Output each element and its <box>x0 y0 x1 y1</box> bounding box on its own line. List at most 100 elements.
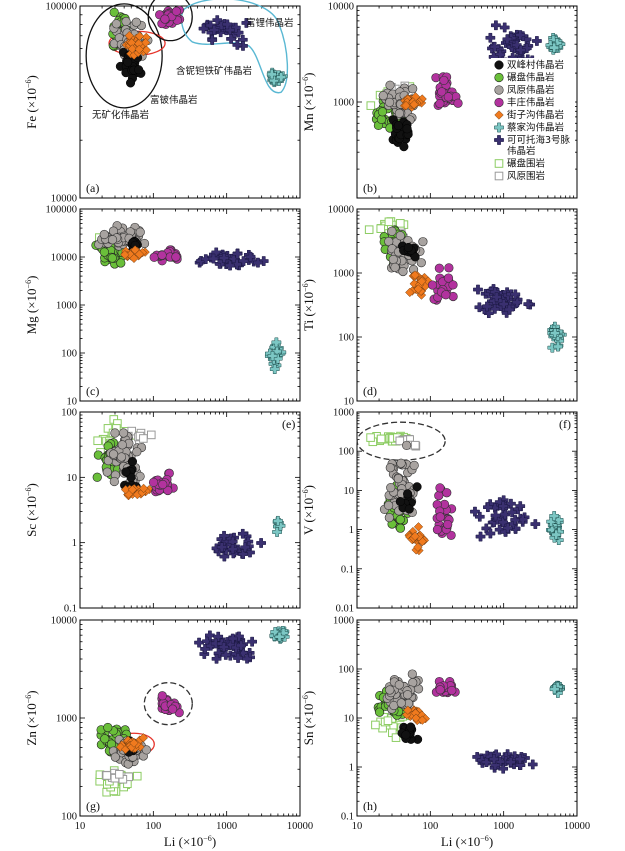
point-fengyuan_granite <box>139 434 148 443</box>
point-shuangfengcun <box>403 242 413 253</box>
legend-marker-shuangfengcun <box>494 60 504 70</box>
point-fengzhuang <box>157 250 167 260</box>
legend-label-jiezigou: 街子沟伟晶岩 <box>507 109 564 121</box>
point-kekatuohai <box>489 754 499 764</box>
point-fengyuan_granite <box>411 440 420 450</box>
x-tick-label: 10 <box>352 821 363 832</box>
point-fengyuan <box>393 474 403 484</box>
point-nianpan <box>100 734 110 744</box>
legend-label-shuangfengcun: 双峰村伟晶岩 <box>507 59 564 71</box>
panel-letter: (h) <box>363 799 377 813</box>
point-jiezigou <box>120 484 131 495</box>
y-tick-label: 1000 <box>56 301 77 312</box>
point-kekatuohai <box>532 36 542 46</box>
fengzhuang-field-ellipse <box>143 682 193 726</box>
point-nianpan_granite <box>391 733 401 742</box>
point-fengyuan <box>118 428 129 438</box>
point-fengyuan_granite <box>102 771 112 780</box>
point-fengyuan <box>107 235 118 245</box>
point-fengzhuang <box>453 98 463 108</box>
point-fengyuan <box>108 449 119 459</box>
point-fengyuan <box>396 458 406 468</box>
y-tick-label: 100 <box>61 812 77 823</box>
point-kekatuohai <box>490 510 501 521</box>
point-kekatuohai <box>241 18 252 28</box>
point-fengyuan <box>102 467 112 477</box>
point-shuangfengcun <box>126 78 136 88</box>
point-jiezigou <box>413 284 423 294</box>
point-shuangfengcun <box>399 142 409 152</box>
point-nianpan_granite <box>376 434 386 444</box>
point-kekatuohai <box>510 289 521 300</box>
point-kekatuohai <box>523 299 534 309</box>
y-tick-label: 10000 <box>51 616 77 627</box>
y-tick-label: 100000 <box>46 205 78 216</box>
point-fengzhuang <box>434 263 444 273</box>
legend-label-fengyuan_granite: 风原围岩 <box>507 170 545 182</box>
point-kekatuohai <box>213 631 224 642</box>
point-jiezigou <box>403 705 413 715</box>
legend-marker-fengyuan <box>494 85 504 95</box>
point-kekatuohai <box>477 755 487 766</box>
point-jiezigou <box>417 276 427 287</box>
point-nianpan <box>395 523 406 533</box>
point-kekatuohai <box>530 519 541 529</box>
point-fengzhuang <box>171 6 182 16</box>
point-shuangfengcun <box>127 456 138 467</box>
panel-c: 10 100 1000 10000 100000 Mg (×10−6) (c) <box>24 205 301 408</box>
y-tick-label: 10000 <box>51 253 77 264</box>
x-tick-label: 10000 <box>564 821 590 832</box>
point-nianpan <box>99 247 109 257</box>
y-tick-label: 10 <box>344 714 355 725</box>
point-fengzhuang <box>168 704 178 714</box>
point-caijiagou <box>553 341 563 352</box>
point-kekatuohai <box>474 302 485 313</box>
panel-letter: (e) <box>282 417 295 431</box>
x-axis-label: Li (×10−6) <box>164 834 216 849</box>
y-tick-label: 1000 <box>333 269 354 280</box>
panel-a: 10000 100000 Fe (×10−6) (a) <box>24 0 301 205</box>
point-kekatuohai <box>481 757 492 768</box>
point-fengyuan <box>403 690 413 700</box>
panel-a-annotations: 富锂伟晶岩 含铌钽铁矿伟晶岩 富铍伟晶岩 无矿化伟晶岩 <box>92 17 294 121</box>
point-nianpan_granite <box>396 219 405 228</box>
point-kekatuohai <box>236 640 247 651</box>
point-jiezigou <box>127 44 137 54</box>
point-kekatuohai <box>212 15 223 25</box>
annotation-be-rich: 富铍伟晶岩 <box>150 94 198 106</box>
point-kekatuohai <box>238 256 249 266</box>
point-jiezigou <box>134 249 145 259</box>
point-jiezigou <box>401 100 411 111</box>
point-fengyuan <box>378 91 388 101</box>
y-tick-label: 10000 <box>328 205 354 216</box>
point-fengyuan <box>394 108 405 118</box>
y-tick-label: 0.1 <box>64 604 77 615</box>
point-kekatuohai <box>253 257 263 268</box>
granite-field-ellipse <box>356 421 446 461</box>
point-nianpan_granite <box>132 771 142 781</box>
point-shuangfengcun <box>393 121 403 131</box>
point-fengyuan <box>110 428 120 438</box>
point-shuangfengcun <box>402 124 412 134</box>
point-nianpan_granite <box>384 217 394 227</box>
point-fengyuan <box>409 460 419 471</box>
point-caijiagou <box>273 515 283 526</box>
data-points <box>366 431 564 556</box>
point-fengyuan <box>99 229 109 240</box>
point-fengyuan <box>395 231 405 241</box>
point-fengzhuang <box>446 530 456 540</box>
point-caijiagou <box>276 72 287 83</box>
point-caijiagou <box>266 69 277 80</box>
x-tick-label: 100 <box>422 821 438 832</box>
point-fengyuan <box>131 17 141 27</box>
point-kekatuohai <box>502 523 513 533</box>
point-jiezigou <box>138 733 149 743</box>
point-kekatuohai <box>494 524 505 535</box>
point-nianpan <box>395 514 405 525</box>
point-jiezigou <box>129 253 139 264</box>
panel-letter: (b) <box>363 181 377 195</box>
panel-h: 0.1 1 10 100 1000 10 100 1000 10000 Sn (×10−6) Li … <box>301 616 590 850</box>
